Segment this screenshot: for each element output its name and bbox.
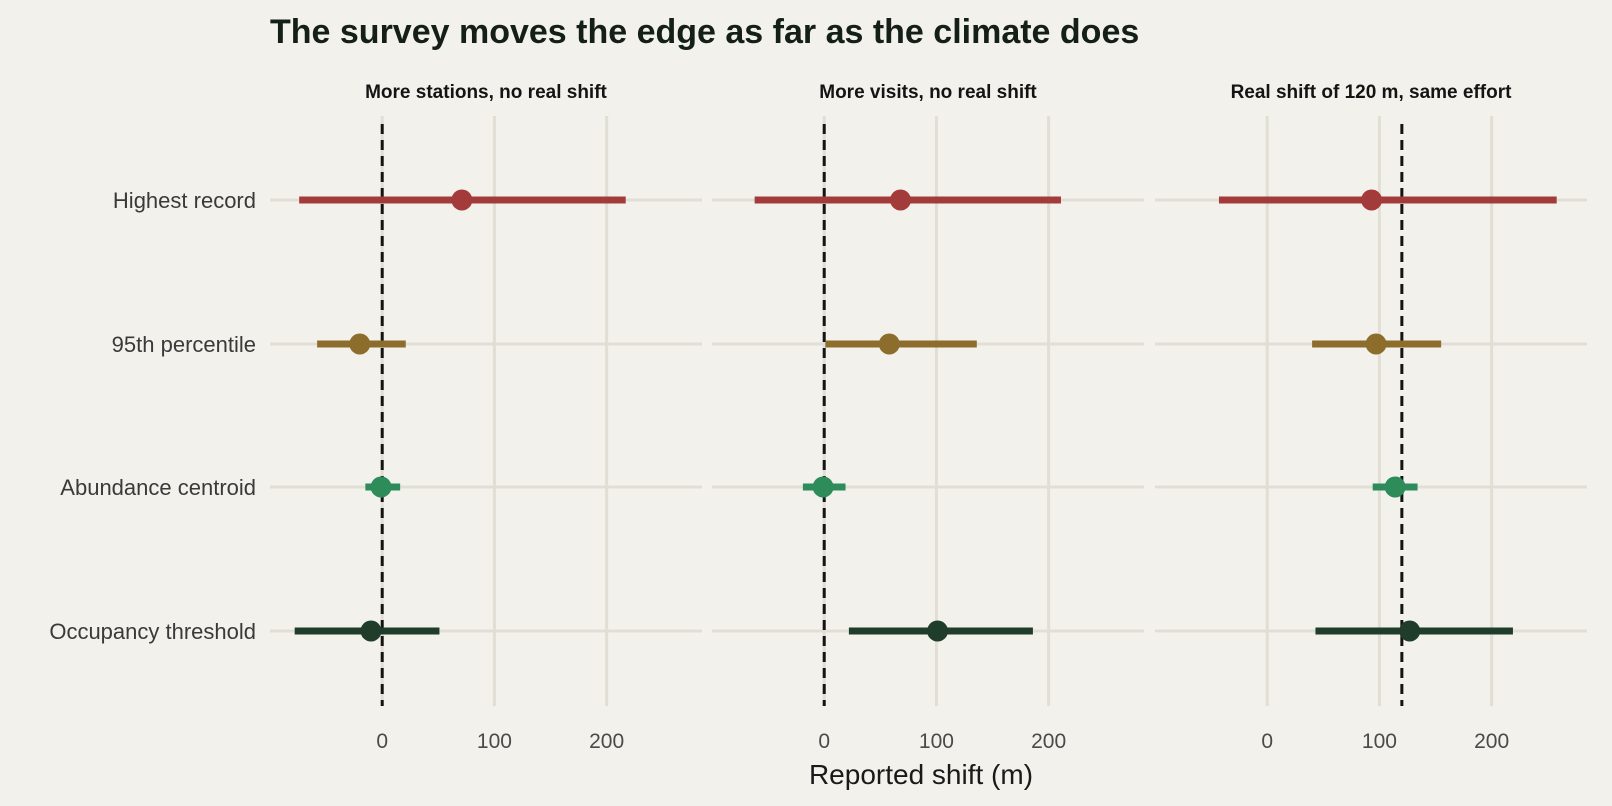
estimate-point: [878, 333, 900, 355]
estimate-point: [1361, 189, 1383, 211]
x-tick-label: 200: [589, 730, 624, 753]
facet-panel: More stations, no real shift 0 100 200: [270, 82, 702, 753]
estimate-point: [890, 189, 912, 211]
estimate-point: [349, 333, 371, 355]
panel-title: More visits, no real shift: [819, 82, 1037, 103]
estimate-point: [927, 620, 949, 642]
facet-panel: More visits, no real shift 0 100 200: [712, 82, 1144, 753]
estimate-point: [1384, 476, 1406, 498]
estimate-point: [1399, 620, 1421, 642]
panel-title: Real shift of 120 m, same effort: [1231, 82, 1513, 103]
estimate-point: [1365, 333, 1387, 355]
estimate-point: [451, 189, 473, 211]
x-tick-label: 0: [376, 730, 388, 753]
x-tick-label: 200: [1474, 730, 1509, 753]
estimate-point: [812, 476, 834, 498]
x-tick-label: 200: [1031, 730, 1066, 753]
x-tick-label: 100: [919, 730, 954, 753]
x-tick-label: 0: [1261, 730, 1273, 753]
y-tick-label: 95th percentile: [112, 332, 256, 357]
estimate-point: [370, 476, 392, 498]
x-axis-title: Reported shift (m): [809, 759, 1033, 790]
y-axis-labels: Highest record 95th percentile Abundance c…: [49, 188, 256, 644]
estimate-point: [360, 620, 382, 642]
x-tick-label: 100: [1362, 730, 1397, 753]
panel-title: More stations, no real shift: [365, 82, 607, 103]
x-tick-label: 100: [477, 730, 512, 753]
y-tick-label: Highest record: [113, 188, 256, 213]
y-tick-label: Abundance centroid: [60, 475, 256, 500]
y-tick-label: Occupancy threshold: [49, 619, 256, 644]
facet-panel: Real shift of 120 m, same effort 0 100 200: [1155, 82, 1587, 753]
chart-title: The survey moves the edge as far as the …: [270, 13, 1139, 51]
x-tick-label: 0: [818, 730, 830, 753]
